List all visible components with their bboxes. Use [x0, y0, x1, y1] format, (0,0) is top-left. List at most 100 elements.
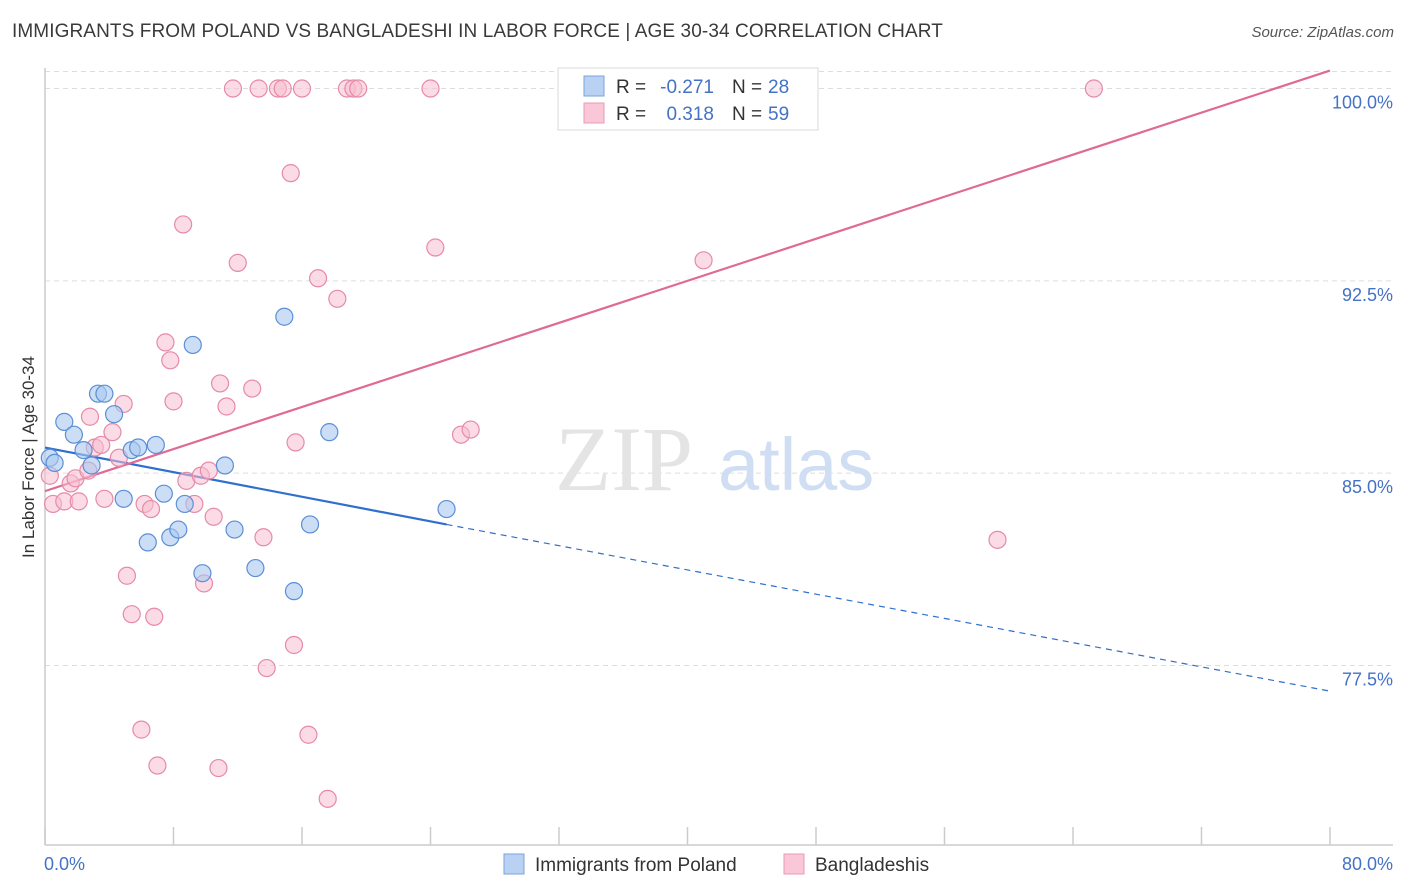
point-bangladeshis: [243, 379, 262, 398]
point-bangladeshis: [284, 635, 304, 655]
y-tick-label: 92.5%: [1342, 285, 1393, 305]
point-poland: [138, 533, 157, 552]
point-bangladeshis: [209, 758, 228, 778]
point-bangladeshis: [161, 351, 180, 370]
point-bangladeshis: [204, 507, 223, 526]
point-bangladeshis: [92, 435, 111, 455]
point-bangladeshis: [145, 607, 164, 626]
point-poland: [129, 438, 148, 457]
point-bangladeshis: [228, 253, 247, 272]
point-bangladeshis: [164, 392, 183, 411]
x-tick-label-min: 0.0%: [44, 854, 85, 874]
scatter-points: [40, 79, 1103, 808]
point-bangladeshis: [421, 79, 440, 98]
trend-lines: [44, 69, 1331, 692]
point-bangladeshis: [103, 423, 122, 442]
point-poland: [82, 456, 101, 475]
point-poland: [45, 453, 64, 473]
point-poland: [95, 384, 114, 403]
point-bangladeshis: [461, 420, 480, 439]
point-bangladeshis: [292, 79, 312, 98]
point-poland: [169, 520, 188, 539]
legend-r-label-1: R =: [616, 77, 646, 98]
legend-r-value-2: 0.318: [666, 104, 714, 125]
y-tick-label: 77.5%: [1342, 669, 1393, 689]
point-poland: [320, 423, 339, 442]
point-poland: [74, 440, 93, 460]
point-poland: [154, 484, 173, 503]
point-bangladeshis: [174, 215, 193, 234]
series-legend: Immigrants from Poland Bangladeshis: [503, 853, 929, 876]
point-poland: [275, 307, 294, 326]
stats-legend: R = -0.271 N = 28 R = 0.318 N = 59: [557, 67, 819, 131]
watermark-atlas: atlas: [718, 423, 874, 506]
point-bangladeshis: [318, 789, 337, 808]
point-bangladeshis: [308, 269, 328, 288]
series-legend-swatch-poland: [503, 853, 525, 875]
watermark-zip: ZIP: [555, 408, 693, 510]
point-bangladeshis: [273, 79, 292, 98]
x-tick-marks: [44, 827, 1331, 845]
legend-n-label-1: N =: [732, 77, 762, 98]
point-bangladeshis: [69, 492, 88, 511]
series-legend-label-poland: Immigrants from Poland: [535, 855, 737, 876]
point-poland: [64, 425, 84, 444]
point-bangladeshis: [217, 397, 236, 416]
point-bangladeshis: [95, 489, 114, 508]
source-label: Source: ZipAtlas.com: [1251, 24, 1394, 41]
point-poland: [55, 412, 74, 431]
point-bangladeshis: [988, 530, 1007, 549]
point-poland: [114, 489, 133, 508]
point-poland: [300, 515, 320, 534]
point-bangladeshis: [426, 238, 445, 257]
point-bangladeshis: [80, 407, 100, 426]
series-legend-swatch-bangladeshis: [783, 853, 805, 875]
trend-line-poland: [44, 446, 447, 526]
point-poland: [104, 405, 124, 424]
point-bangladeshis: [199, 461, 218, 480]
point-bangladeshis: [299, 725, 318, 744]
point-bangladeshis: [1084, 79, 1103, 98]
point-poland: [146, 435, 165, 455]
point-bangladeshis: [156, 333, 175, 352]
legend-n-label-2: N =: [732, 104, 762, 125]
point-bangladeshis: [141, 499, 161, 519]
point-bangladeshis: [122, 605, 141, 624]
legend-r-label-2: R =: [616, 104, 646, 125]
y-tick-labels: 77.5% 85.0% 92.5% 100.0%: [1332, 93, 1393, 690]
legend-swatch-bangladeshis: [583, 102, 605, 124]
point-poland: [225, 520, 244, 539]
point-bangladeshis: [210, 374, 230, 393]
point-bangladeshis: [694, 251, 713, 270]
point-bangladeshis: [286, 433, 305, 452]
point-bangladeshis: [249, 79, 268, 98]
y-tick-label: 100.0%: [1332, 93, 1393, 113]
point-bangladeshis: [281, 164, 300, 183]
series-legend-label-bangladeshis: Bangladeshis: [815, 855, 929, 876]
point-bangladeshis: [223, 79, 243, 98]
legend-n-value-1: 28: [768, 77, 789, 98]
point-bangladeshis: [349, 79, 368, 98]
legend-swatch-poland: [583, 75, 605, 97]
trend-line-poland-extension: [446, 523, 1331, 692]
point-bangladeshis: [148, 756, 167, 775]
point-poland: [183, 335, 202, 355]
point-bangladeshis: [132, 720, 151, 739]
point-poland: [215, 456, 234, 475]
point-poland: [246, 558, 265, 578]
point-bangladeshis: [328, 289, 347, 308]
trend-line-bangladeshis: [44, 69, 1331, 493]
y-tick-label: 85.0%: [1342, 477, 1393, 497]
point-poland: [437, 499, 456, 519]
point-poland: [193, 564, 212, 583]
point-bangladeshis: [257, 658, 276, 678]
point-bangladeshis: [254, 528, 273, 547]
legend-n-value-2: 59: [768, 104, 789, 125]
point-bangladeshis: [117, 566, 137, 585]
point-poland: [284, 582, 304, 601]
y-axis-label: In Labor Force | Age 30-34: [19, 356, 38, 558]
chart-title: IMMIGRANTS FROM POLAND VS BANGLADESHI IN…: [12, 21, 943, 42]
x-tick-label-max: 80.0%: [1342, 854, 1393, 874]
point-poland: [175, 494, 194, 514]
